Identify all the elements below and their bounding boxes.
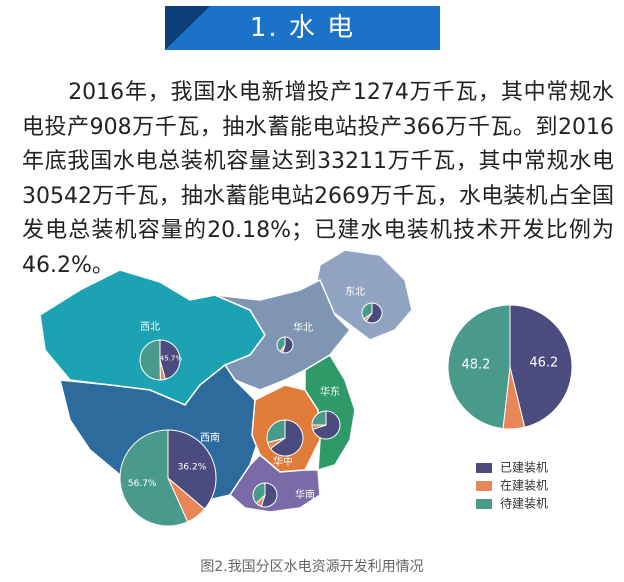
pie-label: 46.2 bbox=[529, 355, 558, 370]
legend-swatch bbox=[476, 463, 492, 473]
pie-slice bbox=[119, 429, 189, 527]
region-label: 西南 bbox=[200, 431, 220, 444]
pie-slice bbox=[509, 304, 573, 428]
map bbox=[39, 249, 413, 513]
pie-label: 48.2 bbox=[461, 358, 490, 373]
pie-slice bbox=[139, 339, 161, 381]
pie-slice bbox=[266, 419, 286, 444]
pie-slice bbox=[269, 419, 304, 457]
paragraph: 2016年，我国水电新增投产1274万千瓦，其中常规水电投产908万千瓦，抽水蓄… bbox=[22, 80, 614, 278]
region-label: 东北 bbox=[345, 285, 365, 298]
region-label: 华北 bbox=[293, 321, 313, 334]
caption: 图2.我国分区水电资源开发利用情况 bbox=[200, 559, 424, 575]
region-south bbox=[229, 453, 321, 513]
region-label: 华东 bbox=[320, 385, 340, 398]
pie-slice bbox=[447, 304, 511, 430]
pie-slice bbox=[276, 336, 286, 353]
pie-slice bbox=[252, 482, 266, 504]
region-label: 华南 bbox=[295, 488, 315, 501]
pie-slice bbox=[159, 339, 181, 380]
legend-label: 待建装机 bbox=[500, 497, 548, 511]
legend-swatch bbox=[476, 481, 492, 491]
pie-label: 56.7% bbox=[128, 479, 157, 489]
pie-slice bbox=[365, 302, 383, 324]
pie-label: 45.7% bbox=[160, 355, 183, 363]
header-box bbox=[165, 6, 440, 50]
pie-slice bbox=[311, 410, 327, 426]
region-label: 西北 bbox=[140, 321, 160, 333]
legend-swatch bbox=[476, 499, 492, 509]
legend-label: 已建装机 bbox=[500, 461, 548, 475]
region-label: 华中 bbox=[273, 455, 293, 468]
legend-label: 在建装机 bbox=[500, 479, 548, 493]
pie-slice bbox=[361, 302, 373, 320]
pie-slice bbox=[167, 429, 217, 510]
pie-label: 36.2% bbox=[178, 462, 207, 472]
header-title: 1. 水 电 bbox=[249, 13, 356, 43]
header-accent bbox=[165, 6, 210, 50]
